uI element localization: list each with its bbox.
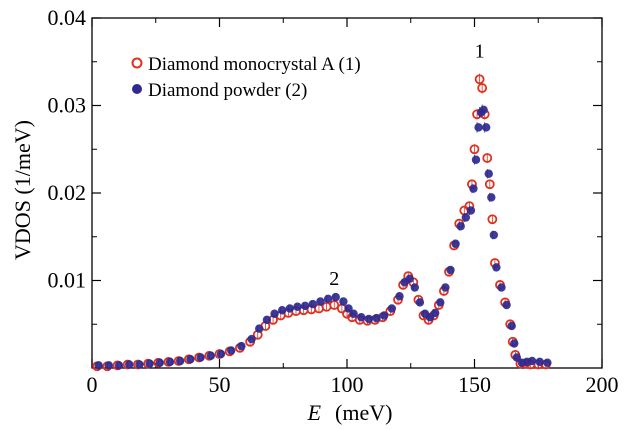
data-point — [415, 298, 425, 307]
data-point — [479, 105, 488, 115]
data-point — [278, 306, 287, 315]
data-point — [285, 304, 295, 313]
legend-marker-monocrystal — [131, 57, 143, 69]
y-axis-label: VDOS (1/meV) — [10, 120, 35, 260]
y-tick-label: 0.04 — [48, 5, 87, 30]
data-point — [155, 358, 164, 367]
data-point — [466, 206, 476, 215]
series-monocrystal — [92, 73, 551, 372]
data-point — [487, 214, 498, 225]
data-point — [502, 300, 511, 310]
data-point — [196, 353, 205, 362]
data-point — [474, 123, 483, 132]
data-point — [474, 74, 485, 85]
data-point — [469, 184, 478, 193]
data-point — [339, 297, 348, 306]
data-point — [262, 315, 272, 325]
series-powder — [94, 104, 552, 370]
data-point — [216, 349, 226, 359]
legend-label-powder: Diamond powder (2) — [148, 80, 307, 101]
data-point — [543, 358, 552, 367]
x-tick-label: 150 — [458, 372, 491, 397]
data-point — [380, 311, 389, 320]
data-point — [484, 179, 495, 190]
data-point — [186, 355, 195, 364]
data-point — [497, 283, 506, 292]
x-axis-label-symbol: E — [307, 400, 322, 425]
x-tick-label: 0 — [87, 372, 98, 397]
legend-marker-powder — [132, 84, 142, 94]
data-point — [456, 222, 465, 231]
peak-label: 2 — [329, 268, 339, 290]
data-point — [308, 299, 317, 309]
data-point — [344, 304, 353, 313]
y-tick-label: 0.01 — [48, 268, 87, 293]
data-point — [293, 302, 302, 311]
data-point — [441, 283, 450, 292]
x-tick-label: 100 — [331, 372, 364, 397]
data-point — [323, 294, 333, 304]
series-layer — [92, 73, 552, 372]
legend: Diamond monocrystal A (1) Diamond powder… — [131, 54, 361, 101]
peak-label: 1 — [475, 40, 485, 62]
data-point — [227, 346, 236, 355]
x-axis-label-unit: (meV) — [335, 400, 392, 425]
data-point — [512, 353, 521, 362]
data-point — [104, 361, 114, 370]
x-axis-ticks: 0 50 100 150 200 — [87, 18, 619, 397]
x-tick-label: 200 — [586, 372, 619, 397]
x-tick-label: 50 — [209, 372, 231, 397]
data-point — [94, 361, 103, 370]
data-point — [125, 360, 134, 369]
data-point — [535, 357, 544, 367]
data-point — [372, 313, 381, 323]
data-point — [357, 313, 366, 322]
data-point — [300, 301, 310, 311]
annotations: 12 — [329, 40, 484, 290]
data-point — [316, 297, 325, 306]
y-tick-label: 0.02 — [48, 180, 87, 205]
data-point — [451, 239, 460, 248]
data-point — [395, 292, 404, 301]
data-point — [446, 265, 455, 275]
data-point — [331, 292, 340, 302]
data-point — [237, 341, 246, 351]
y-axis-ticks: 0.01 0.02 0.03 0.04 — [48, 5, 602, 325]
data-point — [487, 193, 496, 202]
data-point — [165, 357, 175, 367]
data-point — [431, 308, 440, 318]
data-point — [507, 321, 516, 331]
legend-label-monocrystal: Diamond monocrystal A (1) — [148, 54, 361, 75]
data-point — [492, 263, 501, 272]
data-point — [410, 283, 419, 292]
data-point — [405, 274, 414, 283]
data-point — [436, 298, 445, 307]
data-point — [145, 359, 154, 368]
data-point — [349, 309, 358, 318]
data-point — [461, 213, 470, 222]
data-point — [270, 309, 279, 318]
data-point — [135, 360, 144, 369]
data-point — [477, 83, 488, 93]
x-axis-label: E (meV) — [307, 400, 393, 425]
data-point — [255, 324, 264, 333]
y-tick-label: 0.03 — [48, 93, 87, 118]
data-point — [489, 230, 499, 240]
data-point — [471, 155, 481, 164]
data-point — [469, 144, 480, 155]
data-point — [484, 169, 493, 178]
data-point — [527, 356, 537, 366]
data-point — [206, 351, 215, 360]
data-point — [482, 153, 493, 163]
data-point — [114, 361, 124, 370]
data-point — [176, 356, 185, 366]
data-point — [510, 339, 519, 348]
data-point — [482, 123, 491, 132]
data-point — [247, 334, 256, 344]
data-point — [364, 314, 374, 324]
data-point — [387, 304, 397, 313]
